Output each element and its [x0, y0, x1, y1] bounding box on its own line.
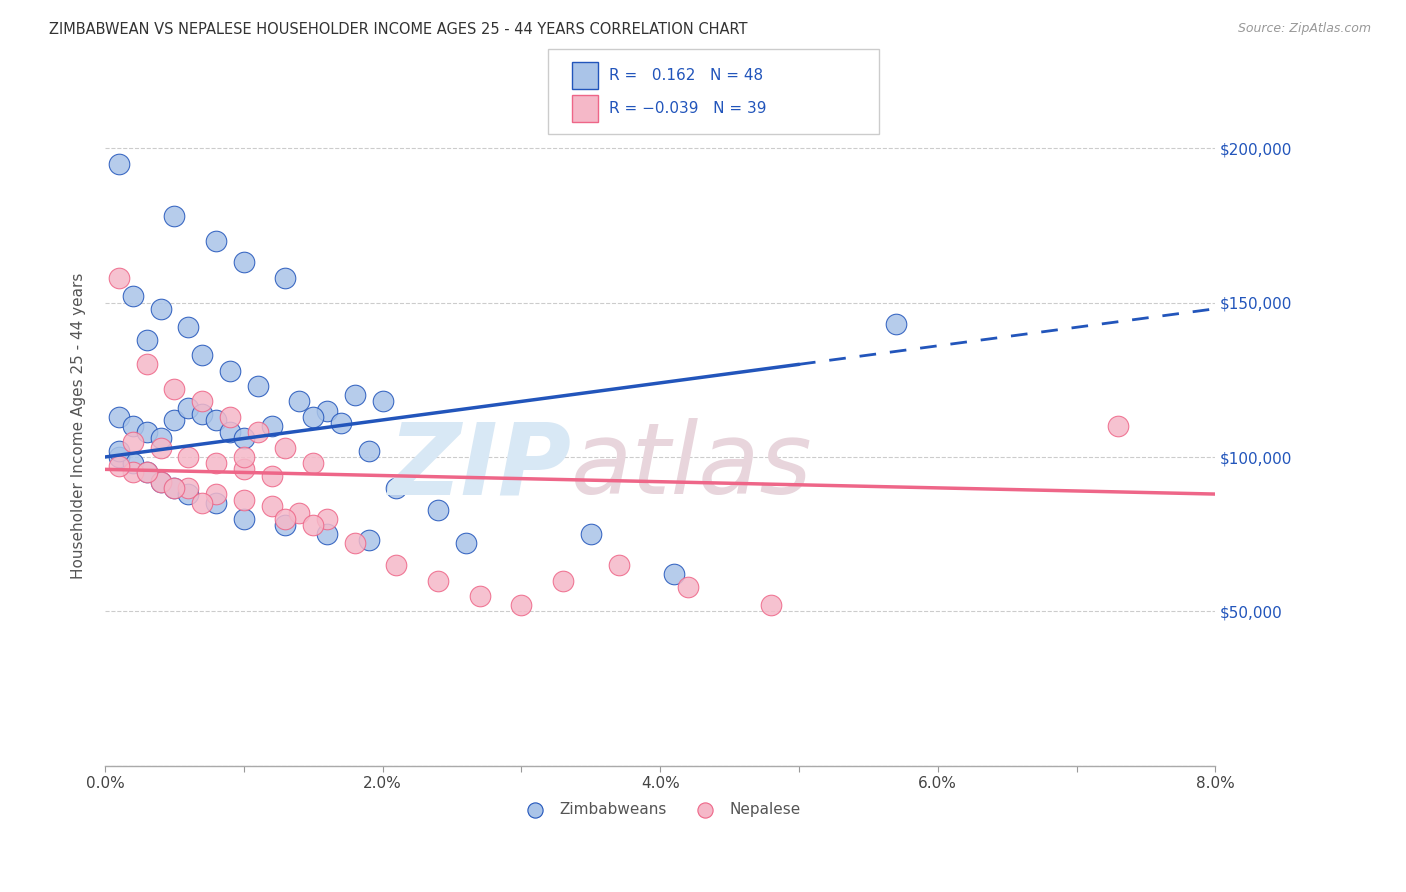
Point	[316, 403, 339, 417]
Point	[302, 456, 325, 470]
Point	[177, 401, 200, 415]
Point	[135, 357, 157, 371]
Point	[551, 574, 574, 588]
Point	[232, 255, 254, 269]
Point	[579, 527, 602, 541]
Point	[385, 558, 408, 573]
Point	[454, 536, 477, 550]
Point	[121, 289, 143, 303]
Point	[108, 450, 131, 464]
Point	[662, 567, 685, 582]
Point	[135, 425, 157, 440]
Point	[288, 394, 311, 409]
Point	[260, 500, 283, 514]
Point	[676, 580, 699, 594]
Point	[510, 599, 533, 613]
Point	[246, 425, 269, 440]
Point	[260, 468, 283, 483]
Point	[329, 416, 352, 430]
Point	[232, 462, 254, 476]
Y-axis label: Householder Income Ages 25 - 44 years: Householder Income Ages 25 - 44 years	[72, 273, 86, 579]
Point	[205, 234, 228, 248]
Point	[108, 156, 131, 170]
Point	[191, 496, 214, 510]
Point	[135, 333, 157, 347]
Point	[149, 441, 172, 455]
Point	[274, 518, 297, 533]
Point	[163, 481, 186, 495]
Point	[191, 407, 214, 421]
Point	[884, 317, 907, 331]
Text: R =   0.162   N = 48: R = 0.162 N = 48	[609, 69, 763, 83]
Point	[177, 481, 200, 495]
Point	[371, 394, 394, 409]
Text: ZIMBABWEAN VS NEPALESE HOUSEHOLDER INCOME AGES 25 - 44 YEARS CORRELATION CHART: ZIMBABWEAN VS NEPALESE HOUSEHOLDER INCOM…	[49, 22, 748, 37]
Point	[343, 536, 366, 550]
Point	[343, 388, 366, 402]
Point	[274, 512, 297, 526]
Point	[121, 434, 143, 449]
Point	[302, 409, 325, 424]
Point	[135, 466, 157, 480]
Point	[205, 456, 228, 470]
Legend: Zimbabweans, Nepalese: Zimbabweans, Nepalese	[513, 796, 807, 822]
Point	[219, 409, 242, 424]
Point	[177, 487, 200, 501]
Point	[205, 487, 228, 501]
Text: R = −0.039   N = 39: R = −0.039 N = 39	[609, 102, 766, 116]
Point	[260, 419, 283, 434]
Point	[108, 459, 131, 474]
Point	[302, 518, 325, 533]
Point	[607, 558, 630, 573]
Point	[468, 589, 491, 603]
Point	[108, 271, 131, 285]
Point	[232, 450, 254, 464]
Point	[135, 466, 157, 480]
Point	[246, 379, 269, 393]
Point	[163, 382, 186, 396]
Point	[427, 502, 450, 516]
Point	[121, 419, 143, 434]
Point	[121, 466, 143, 480]
Point	[108, 409, 131, 424]
Point	[121, 456, 143, 470]
Point	[219, 425, 242, 440]
Point	[427, 574, 450, 588]
Point	[177, 320, 200, 334]
Point	[357, 533, 380, 548]
Point	[205, 496, 228, 510]
Point	[163, 413, 186, 427]
Point	[232, 512, 254, 526]
Point	[191, 394, 214, 409]
Point	[205, 413, 228, 427]
Point	[108, 443, 131, 458]
Point	[357, 443, 380, 458]
Point	[149, 432, 172, 446]
Point	[1107, 419, 1129, 434]
Point	[149, 475, 172, 489]
Point	[149, 301, 172, 316]
Point	[761, 599, 783, 613]
Point	[191, 348, 214, 362]
Point	[385, 481, 408, 495]
Point	[288, 506, 311, 520]
Text: Source: ZipAtlas.com: Source: ZipAtlas.com	[1237, 22, 1371, 36]
Point	[232, 432, 254, 446]
Point	[149, 475, 172, 489]
Text: ZIP: ZIP	[388, 418, 571, 516]
Text: atlas: atlas	[571, 418, 813, 516]
Point	[177, 450, 200, 464]
Point	[274, 441, 297, 455]
Point	[163, 209, 186, 223]
Point	[163, 481, 186, 495]
Point	[232, 493, 254, 508]
Point	[316, 527, 339, 541]
Point	[316, 512, 339, 526]
Point	[219, 363, 242, 377]
Point	[274, 271, 297, 285]
